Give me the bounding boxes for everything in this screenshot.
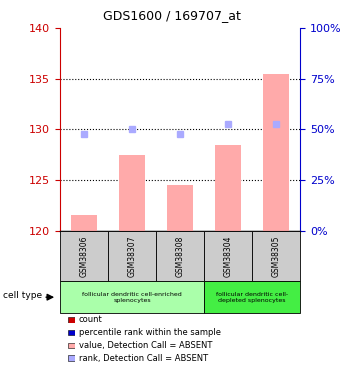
Text: GSM38308: GSM38308 bbox=[176, 235, 185, 277]
Text: GSM38307: GSM38307 bbox=[128, 235, 137, 277]
Bar bbox=[252, 231, 300, 281]
Text: GSM38305: GSM38305 bbox=[272, 235, 281, 277]
Text: follicular dendritic cell-enriched
splenocytes: follicular dendritic cell-enriched splen… bbox=[82, 292, 182, 303]
Bar bbox=[68, 317, 74, 322]
Bar bbox=[215, 145, 241, 231]
Bar bbox=[204, 231, 252, 281]
Bar bbox=[60, 281, 204, 313]
Text: follicular dendritic cell-
depleted splenocytes: follicular dendritic cell- depleted sple… bbox=[216, 292, 288, 303]
Bar bbox=[263, 74, 289, 231]
Bar bbox=[71, 215, 97, 231]
Bar bbox=[156, 231, 204, 281]
Text: rank, Detection Call = ABSENT: rank, Detection Call = ABSENT bbox=[79, 354, 208, 363]
Bar bbox=[60, 231, 108, 281]
Text: cell type: cell type bbox=[3, 291, 43, 300]
Text: value, Detection Call = ABSENT: value, Detection Call = ABSENT bbox=[79, 341, 212, 350]
Bar bbox=[108, 231, 156, 281]
Text: percentile rank within the sample: percentile rank within the sample bbox=[79, 328, 221, 337]
Bar bbox=[68, 330, 74, 335]
Text: count: count bbox=[79, 315, 103, 324]
Bar bbox=[68, 343, 74, 348]
Bar bbox=[167, 185, 193, 231]
Bar bbox=[204, 281, 300, 313]
Text: GSM38306: GSM38306 bbox=[80, 235, 88, 277]
Text: GSM38304: GSM38304 bbox=[224, 235, 233, 277]
Bar bbox=[119, 154, 145, 231]
Bar bbox=[68, 356, 74, 361]
Text: GDS1600 / 169707_at: GDS1600 / 169707_at bbox=[103, 9, 240, 22]
